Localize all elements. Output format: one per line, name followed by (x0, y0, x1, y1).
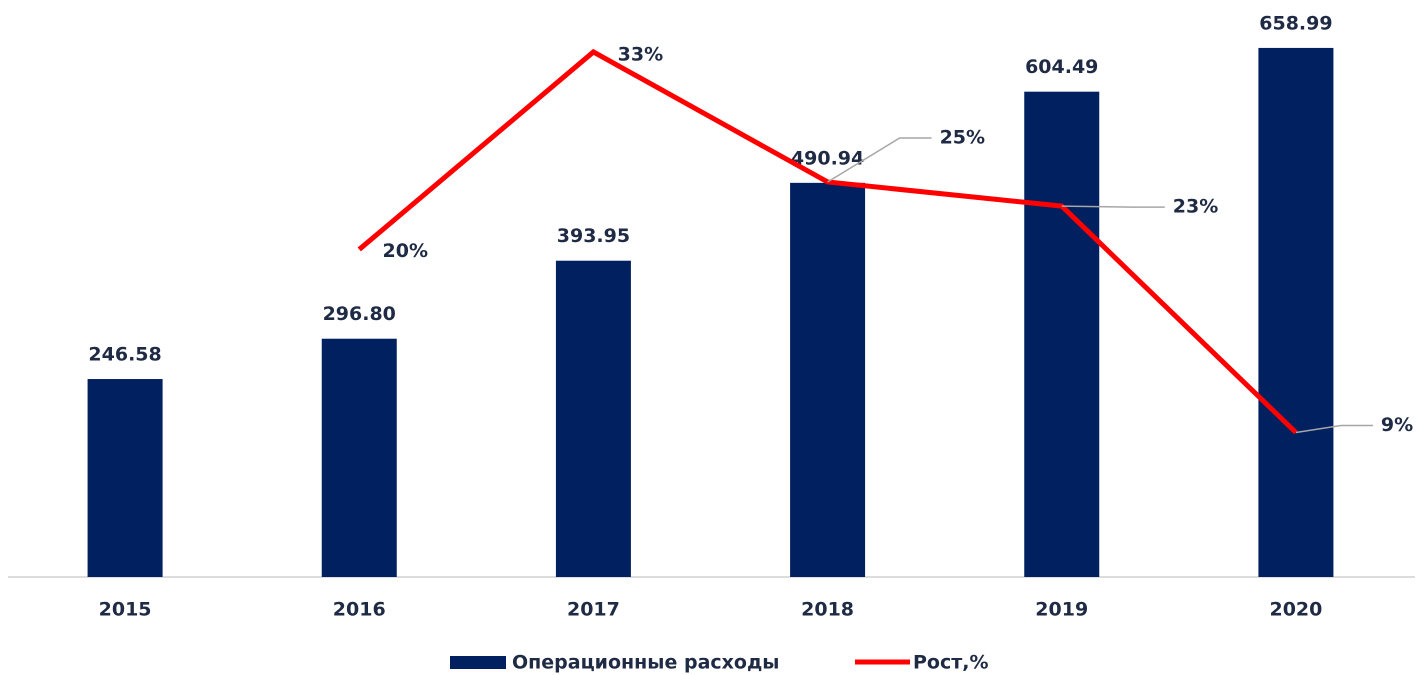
line-label: 33% (618, 43, 663, 65)
bar (87, 379, 163, 577)
line-label: 20% (383, 240, 428, 262)
bar-label: 490.94 (791, 147, 864, 169)
x-tick-label: 2016 (333, 599, 386, 621)
bar-label: 604.49 (1025, 56, 1098, 78)
bar (555, 260, 631, 577)
bar-label: 296.80 (323, 303, 396, 325)
legend-label: Операционные расходы (512, 652, 780, 674)
x-tick-label: 2015 (99, 599, 152, 621)
legend-swatch (450, 656, 506, 669)
bar (321, 338, 397, 577)
bar-label: 393.95 (557, 225, 630, 247)
bar-label: 658.99 (1259, 12, 1332, 34)
bar (1024, 91, 1100, 578)
legend-label: Рост,% (913, 652, 989, 674)
leader-line (827, 137, 932, 183)
x-tick-label: 2019 (1035, 599, 1088, 621)
x-tick-label: 2018 (801, 599, 854, 621)
line-label: 9% (1381, 414, 1413, 436)
line-label: 23% (1173, 196, 1218, 218)
leader-line (1295, 424, 1373, 434)
bar-label: 246.58 (88, 344, 161, 366)
x-tick-label: 2017 (567, 599, 620, 621)
line (357, 48, 1298, 435)
x-tick-label: 2020 (1269, 599, 1322, 621)
leader-line (1061, 205, 1165, 208)
line-label: 25% (940, 126, 985, 148)
bar (1258, 47, 1334, 577)
bar (790, 182, 866, 577)
